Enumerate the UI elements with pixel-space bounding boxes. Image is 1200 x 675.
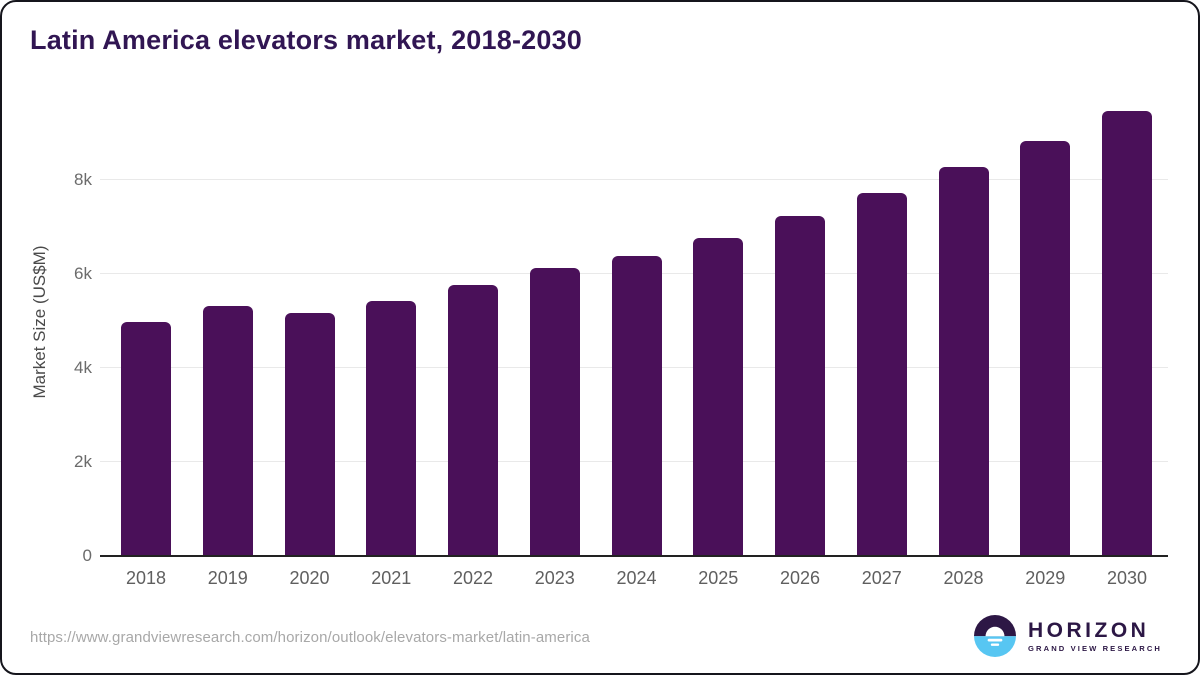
bar-2019[interactable] (202, 305, 253, 555)
y-tick-label-8k: 8k (74, 169, 92, 189)
x-tick-label-2021: 2021 (371, 568, 412, 588)
x-tick-label-2019: 2019 (207, 568, 248, 588)
bar-2025[interactable] (693, 237, 744, 555)
x-axis-tick-labels: 2018 2019 2020 2021 2022 2023 2024 2025 2026 2027… (100, 568, 1168, 592)
y-axis-tick-labels: 0 2k 4k 6k 8k (32, 88, 100, 565)
x-tick-label-2026: 2026 (779, 568, 821, 588)
y-tick-label-0: 0 (82, 546, 92, 565)
gridline-8k (100, 178, 1168, 180)
bar-2021[interactable] (366, 301, 417, 555)
x-tick-label-2024: 2024 (616, 568, 657, 588)
bar-2028[interactable] (938, 166, 989, 555)
bar-2023[interactable] (529, 268, 580, 555)
bar-2030[interactable] (1102, 110, 1152, 555)
y-tick-label-4k: 4k (74, 357, 92, 377)
bar-2018[interactable] (121, 322, 171, 555)
y-tick-label-6k: 6k (74, 263, 92, 283)
horizon-logo: HORIZON GRAND VIEW RESEARCH (974, 615, 1162, 657)
bar-2022[interactable] (448, 284, 498, 555)
chart-title: Latin America elevators market, 2018-203… (30, 25, 583, 55)
bar-2029[interactable] (1020, 141, 1071, 555)
x-tick-label-2030: 2030 (1106, 568, 1148, 588)
x-tick-label-2027: 2027 (861, 568, 902, 588)
x-tick-label-2018: 2018 (125, 568, 167, 588)
x-tick-label-2023: 2023 (534, 568, 575, 588)
horizon-logo-subtitle: GRAND VIEW RESEARCH (1028, 644, 1162, 654)
source-url: https://www.grandviewresearch.com/horizo… (30, 629, 590, 646)
bar-2027[interactable] (856, 192, 907, 555)
y-tick-label-2k: 2k (74, 451, 92, 471)
bar-2020[interactable] (284, 312, 335, 555)
plot-area (100, 88, 1168, 557)
x-axis-line (100, 555, 1168, 557)
bar-2026[interactable] (775, 216, 825, 555)
x-tick-label-2022: 2022 (452, 568, 494, 588)
horizon-logo-name: HORIZON (1028, 618, 1150, 642)
x-tick-label-2028: 2028 (943, 568, 984, 588)
x-tick-label-2029: 2029 (1025, 568, 1066, 588)
bar-2024[interactable] (611, 256, 662, 555)
x-tick-label-2020: 2020 (289, 568, 330, 588)
x-tick-label-2025: 2025 (698, 568, 739, 588)
horizon-logo-icon (974, 615, 1017, 657)
